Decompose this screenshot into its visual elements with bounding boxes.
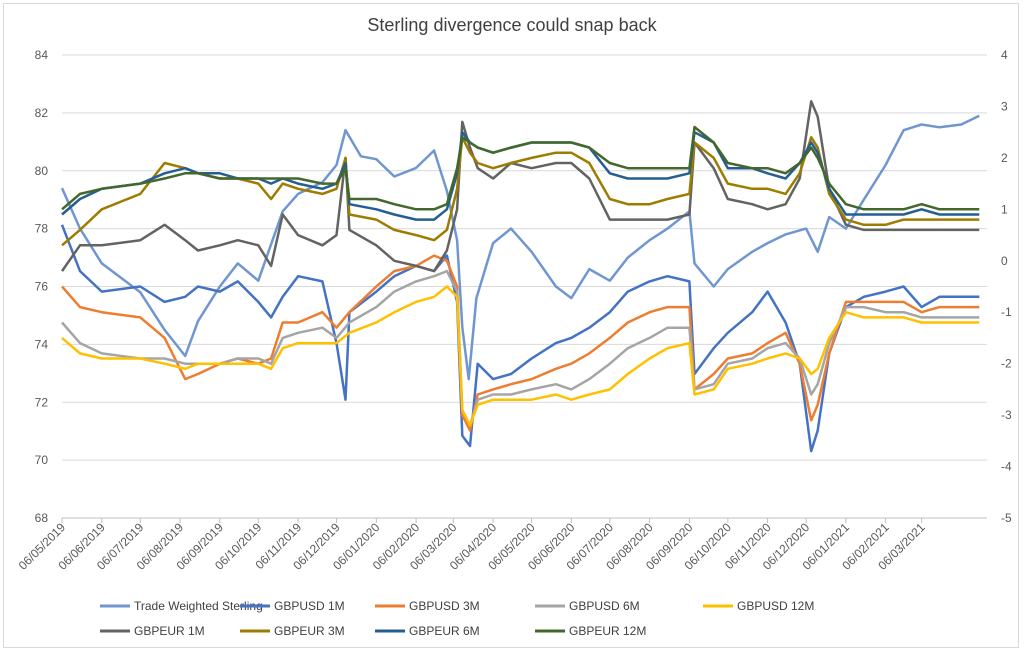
legend-label: GBPUSD 12M [737, 599, 814, 613]
series-line-gbpusd-6m [61, 269, 980, 427]
left-tick-label: 82 [35, 106, 49, 120]
right-tick-label: 2 [1001, 151, 1008, 165]
left-tick-label: 80 [35, 164, 49, 178]
right-tick-label: -3 [1001, 408, 1012, 422]
series-line-gbpusd-3m [61, 254, 980, 432]
right-tick-label: -5 [1001, 511, 1012, 525]
legend-label: GBPEUR 1M [134, 624, 205, 638]
legend-label: GBPUSD 6M [569, 599, 640, 613]
series-line-gbpusd-12m [61, 285, 980, 427]
legend: Trade Weighted Sterling GBPUSD 1M GBPUSD 3… [100, 599, 814, 638]
legend-item: GBPEUR 3M [240, 624, 345, 638]
left-tick-label: 76 [35, 280, 49, 294]
left-tick-label: 68 [35, 511, 49, 525]
series-line-gbpusd-1m [60, 224, 980, 453]
legend-label: GBPEUR 3M [274, 624, 345, 638]
right-tick-label: -4 [1001, 460, 1012, 474]
legend-item: GBPEUR 1M [100, 624, 205, 638]
series-lines [60, 100, 980, 453]
right-tick-label: 0 [1001, 254, 1008, 268]
right-axis-ticks: -5 -4 -3 -2 -1 0 1 2 3 4 [1001, 48, 1012, 525]
legend-item: GBPEUR 12M [535, 624, 646, 638]
series-line-trade-weighted-sterling [60, 114, 980, 381]
left-tick-label: 84 [35, 48, 49, 62]
right-tick-label: 1 [1001, 202, 1008, 216]
x-axis-ticks: 06/05/201906/06/201906/07/201906/08/2019… [16, 517, 987, 573]
series-line-gbpeur-1m [60, 100, 980, 273]
left-tick-label: 74 [35, 337, 49, 351]
right-tick-label: 3 [1001, 99, 1008, 113]
chart-title: Sterling divergence could snap back [367, 15, 657, 35]
left-axis-ticks: 68 70 72 74 76 78 80 82 84 [35, 48, 49, 525]
series-line-gbpeur-12m [61, 125, 980, 211]
left-tick-label: 78 [35, 222, 49, 236]
legend-item: GBPUSD 6M [535, 599, 640, 613]
left-tick-label: 72 [35, 395, 49, 409]
legend-label: GBPEUR 6M [409, 624, 480, 638]
legend-item: GBPUSD 1M [240, 599, 345, 613]
legend-label: Trade Weighted Sterling [134, 599, 263, 613]
left-tick-label: 70 [35, 453, 49, 467]
legend-label: GBPUSD 1M [274, 599, 345, 613]
chart-frame [3, 3, 1019, 648]
right-tick-label: -1 [1001, 305, 1012, 319]
series-line-gbpeur-3m [61, 136, 980, 247]
legend-item: GBPUSD 12M [703, 599, 814, 613]
right-tick-label: 4 [1001, 48, 1008, 62]
right-tick-label: -2 [1001, 357, 1012, 371]
legend-label: GBPEUR 12M [569, 624, 646, 638]
legend-item: GBPEUR 6M [375, 624, 480, 638]
legend-item: GBPUSD 3M [375, 599, 480, 613]
legend-item: Trade Weighted Sterling [100, 599, 263, 613]
legend-label: GBPUSD 3M [409, 599, 480, 613]
